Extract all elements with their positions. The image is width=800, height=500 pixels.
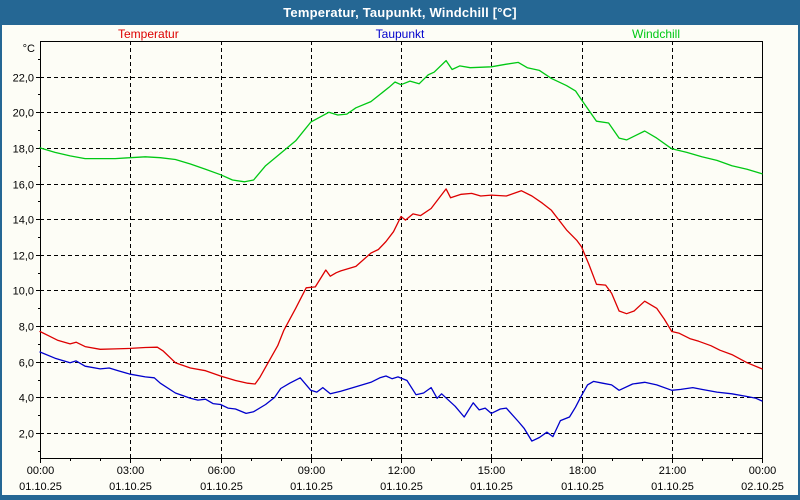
- y-tick-label: 18,0: [13, 144, 34, 156]
- y-tick-label: 4,0: [19, 393, 34, 405]
- x-tick-time-label: 09:00: [298, 465, 326, 477]
- x-tick-date-label: 01.10.25: [651, 481, 694, 493]
- x-tick-date-label: 01.10.25: [200, 481, 243, 493]
- title-bar: Temperatur, Taupunkt, Windchill [°C]: [2, 0, 798, 25]
- legend-item-windchill: Windchill: [632, 27, 681, 41]
- series-line-taupunkt: [39, 351, 763, 442]
- x-tick-time-label: 15:00: [478, 465, 506, 477]
- y-tick-label: 6,0: [19, 358, 34, 370]
- y-tick-label: 20,0: [13, 108, 34, 120]
- y-tick-label: 22,0: [13, 73, 34, 85]
- x-tick-date-label: 01.10.25: [19, 481, 62, 493]
- x-tick-time-label: 00:00: [749, 465, 777, 477]
- y-tick-label: 14,0: [13, 215, 34, 227]
- y-tick-label: 16,0: [13, 180, 34, 192]
- x-tick-time-label: 21:00: [659, 465, 687, 477]
- x-tick-time-label: 18:00: [569, 465, 597, 477]
- chart-area: Temperatur Taupunkt Windchill 22,0 20,0 18…: [2, 25, 798, 495]
- x-tick-date-label: 02.10.25: [741, 481, 784, 493]
- plot-border: [40, 41, 763, 459]
- series-line-temperatur: [39, 188, 763, 385]
- page-title: Temperatur, Taupunkt, Windchill [°C]: [283, 5, 517, 20]
- y-axis-unit-label: °C: [23, 43, 35, 55]
- legend-item-taupunkt: Taupunkt: [375, 27, 425, 41]
- x-tick-time-label: 06:00: [208, 465, 236, 477]
- y-tick-label: 12,0: [13, 251, 34, 263]
- y-tick-label: 10,0: [13, 286, 34, 298]
- x-tick-time-label: 00:00: [27, 465, 55, 477]
- legend-item-temperatur: Temperatur: [118, 27, 179, 41]
- x-tick-time-label: 12:00: [388, 465, 416, 477]
- y-tick-label: 8,0: [19, 322, 34, 334]
- x-tick-date-label: 01.10.25: [561, 481, 604, 493]
- chart-canvas: 22,0 20,0 18,0 16,0 14,0 12,0 10,0 8,0 6,0 4,0 2,0…: [13, 41, 784, 493]
- y-tick-label: 2,0: [19, 429, 34, 441]
- x-tick-date-label: 01.10.25: [109, 481, 152, 493]
- x-tick-date-label: 01.10.25: [290, 481, 333, 493]
- x-tick-time-label: 03:00: [117, 465, 145, 477]
- x-tick-date-label: 01.10.25: [380, 481, 423, 493]
- series-line-windchill: [39, 59, 763, 183]
- x-tick-date-label: 01.10.25: [470, 481, 513, 493]
